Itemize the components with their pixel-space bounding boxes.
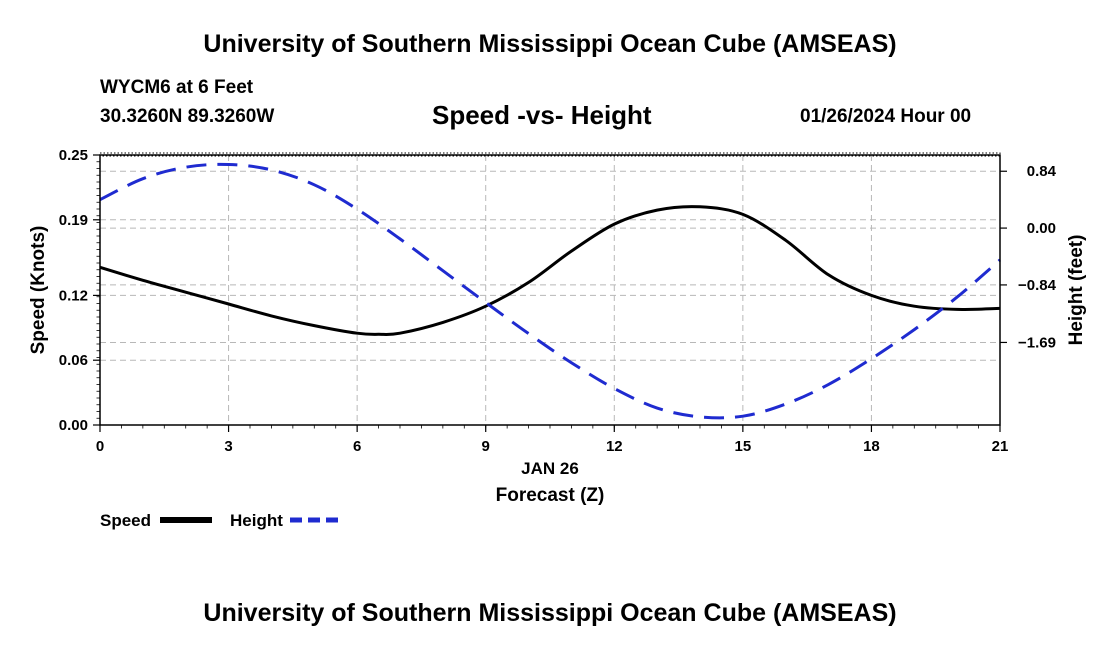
tick-labels: 0 3 6 9 12 15 18 21 0.00 0.06 0.12 0.19 0.25 0.84 0.00… [59,147,1057,455]
station-label: WYCM6 at 6 Feet [100,77,254,98]
x-axis-date: JAN 26 [521,459,579,478]
x-tick-label: 9 [482,438,490,455]
footer-title: University of Southern Mississippi Ocean… [203,599,897,627]
grid-lines [100,155,1000,425]
y-right-tick-label: 0.00 [1027,220,1056,237]
x-tick-label: 12 [606,438,623,455]
y-left-tick-label: 0.25 [59,147,88,164]
y-left-tick-label: 0.19 [59,212,88,229]
x-tick-label: 0 [96,438,104,455]
x-tick-label: 21 [992,438,1009,455]
x-tick-label: 3 [224,438,232,455]
plot-frame [99,154,1001,426]
height-series-line [99,162,1001,420]
y-right-tick-label: −0.84 [1018,277,1057,294]
y-axis-label-right: Height (feet) [1066,235,1087,346]
y-left-tick-label: 0.12 [59,287,88,304]
y-left-tick-label: 0.06 [59,352,88,369]
x-tick-label: 6 [353,438,361,455]
x-axis-label: Forecast (Z) [496,485,605,506]
main-title: University of Southern Mississippi Ocean… [203,30,897,58]
forecast-datetime: 01/26/2024 Hour 00 [800,106,972,127]
legend: Speed Height [100,511,342,530]
y-left-tick-label: 0.00 [59,417,88,434]
legend-speed-label: Speed [100,511,151,530]
y-right-tick-label: −1.69 [1018,334,1056,351]
x-tick-label: 15 [735,438,752,455]
chart-subtitle: Speed -vs- Height [432,100,652,130]
legend-height-label: Height [230,511,283,530]
x-tick-label: 18 [863,438,880,455]
series-lines [99,162,1001,420]
coordinates-label: 30.3260N 89.3260W [100,106,275,127]
y-axis-label-left: Speed (Knots) [28,226,49,355]
y-right-tick-label: 0.84 [1027,163,1057,180]
speed-series-line [99,205,1001,336]
